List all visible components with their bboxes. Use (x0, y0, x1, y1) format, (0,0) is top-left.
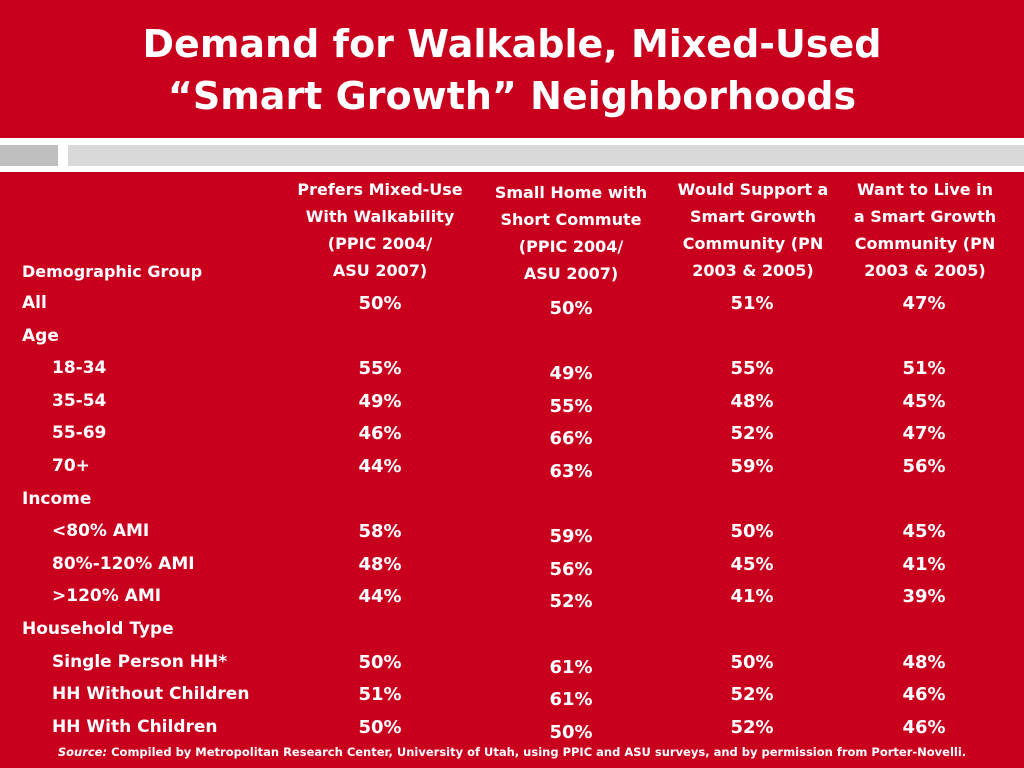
table-cell: 41% (730, 586, 774, 608)
table-cell: 39% (902, 586, 946, 608)
divider-gray-block (0, 145, 58, 166)
header-line: a Smart Growth (853, 207, 997, 226)
row-label: HH With Children (52, 716, 218, 737)
table-cell: 45% (902, 390, 946, 412)
table-cell: 52% (549, 591, 593, 613)
divider-gray-strip (68, 145, 1024, 166)
column-header-support-smart-growth: Would Support a Smart Growth Community (… (660, 176, 846, 284)
table-cell: 48% (730, 390, 774, 412)
header-line: With Walkability (305, 207, 455, 226)
table-cell: 51% (902, 358, 946, 380)
row-label: 18-34 (52, 358, 107, 379)
table-cell: 63% (549, 461, 593, 482)
table-cell: 52% (730, 716, 774, 738)
row-label: Single Person HH* (52, 651, 228, 672)
table-cell: 61% (549, 689, 593, 711)
row-label: 70+ (52, 456, 90, 476)
table-cell: 46% (902, 684, 946, 706)
table-cell: 44% (358, 456, 402, 477)
header-line: (PPIC 2004/ (327, 234, 433, 253)
row-label: Age (22, 325, 59, 346)
table-cell: 51% (358, 684, 402, 706)
table-cell: 66% (549, 428, 593, 450)
header-line: 2003 & 2005) (864, 261, 986, 280)
slide-title: Demand for Walkable, Mixed-Used “Smart G… (0, 18, 1024, 122)
table-cell: 48% (358, 553, 402, 575)
row-label: <80% AMI (52, 521, 150, 542)
table-cell: 50% (730, 521, 774, 543)
demographic-group-header: Demographic Group (22, 262, 203, 281)
header-line: Prefers Mixed-Use (297, 180, 463, 199)
row-label: Income (22, 488, 92, 509)
row-label: HH Without Children (52, 684, 250, 705)
title-line-2: “Smart Growth” Neighborhoods (167, 74, 857, 118)
table-cell: 55% (549, 395, 593, 417)
table-cell: 61% (549, 656, 593, 678)
header-line: Community (PN (854, 234, 996, 253)
header-line: ASU 2007) (523, 264, 619, 283)
row-label: >120% AMI (52, 586, 162, 607)
table-cell: 52% (730, 423, 774, 445)
table-cell: 50% (358, 716, 402, 738)
table-cell: 50% (358, 651, 402, 673)
table-cell: 50% (730, 651, 774, 673)
table-cell: 47% (902, 423, 946, 445)
column-header-live-smart-growth: Want to Live in a Smart Growth Community… (832, 176, 1018, 284)
decorative-divider-bar (0, 138, 1024, 172)
header-line: Want to Live in (856, 180, 994, 199)
row-label: 80%-120% AMI (52, 553, 195, 574)
table-cell: 49% (358, 390, 402, 412)
row-label: Household Type (22, 619, 174, 639)
table-cell: 47% (902, 293, 946, 314)
header-line: (PPIC 2004/ (518, 237, 624, 256)
row-label: 35-54 (52, 390, 107, 411)
table-cell: 56% (549, 558, 593, 580)
source-label: Source: (57, 745, 108, 759)
table-cell: 59% (730, 456, 774, 477)
header-line: Community (PN (682, 234, 824, 253)
table-cell: 50% (358, 293, 402, 314)
table-cell: 41% (902, 553, 946, 575)
table-cell: 49% (549, 363, 593, 385)
table-cell: 58% (358, 521, 402, 543)
table-cell: 51% (730, 293, 774, 314)
table-cell: 46% (902, 716, 946, 738)
title-line-1: Demand for Walkable, Mixed-Used (142, 22, 882, 66)
table-cell: 56% (902, 456, 946, 477)
header-line: Small Home with (494, 183, 648, 202)
table-cell: 44% (358, 586, 402, 608)
table-cell: 59% (549, 526, 593, 548)
table-cell: 52% (730, 684, 774, 706)
table-cell: 50% (549, 721, 593, 743)
table-cell: 55% (358, 358, 402, 380)
table-cell: 50% (549, 298, 593, 319)
source-text: Compiled by Metropolitan Research Center… (107, 745, 967, 759)
row-label: All (22, 293, 47, 313)
table-cell: 46% (358, 423, 402, 445)
header-line: 2003 & 2005) (692, 261, 814, 280)
header-line: Would Support a (677, 180, 829, 199)
header-line: ASU 2007) (332, 261, 428, 280)
column-header-mixed-use: Prefers Mixed-Use With Walkability (PPIC… (287, 176, 473, 284)
header-line: Smart Growth (690, 207, 816, 226)
table-cell: 45% (730, 553, 774, 575)
header-line: Short Commute (500, 210, 642, 229)
table-cell: 48% (902, 651, 946, 673)
row-label: 55-69 (52, 423, 107, 444)
source-note: Source: Compiled by Metropolitan Researc… (0, 745, 1024, 759)
table-cell: 55% (730, 358, 774, 380)
table-cell: 45% (902, 521, 946, 543)
column-header-small-home: Small Home with Short Commute (PPIC 2004… (478, 179, 664, 287)
